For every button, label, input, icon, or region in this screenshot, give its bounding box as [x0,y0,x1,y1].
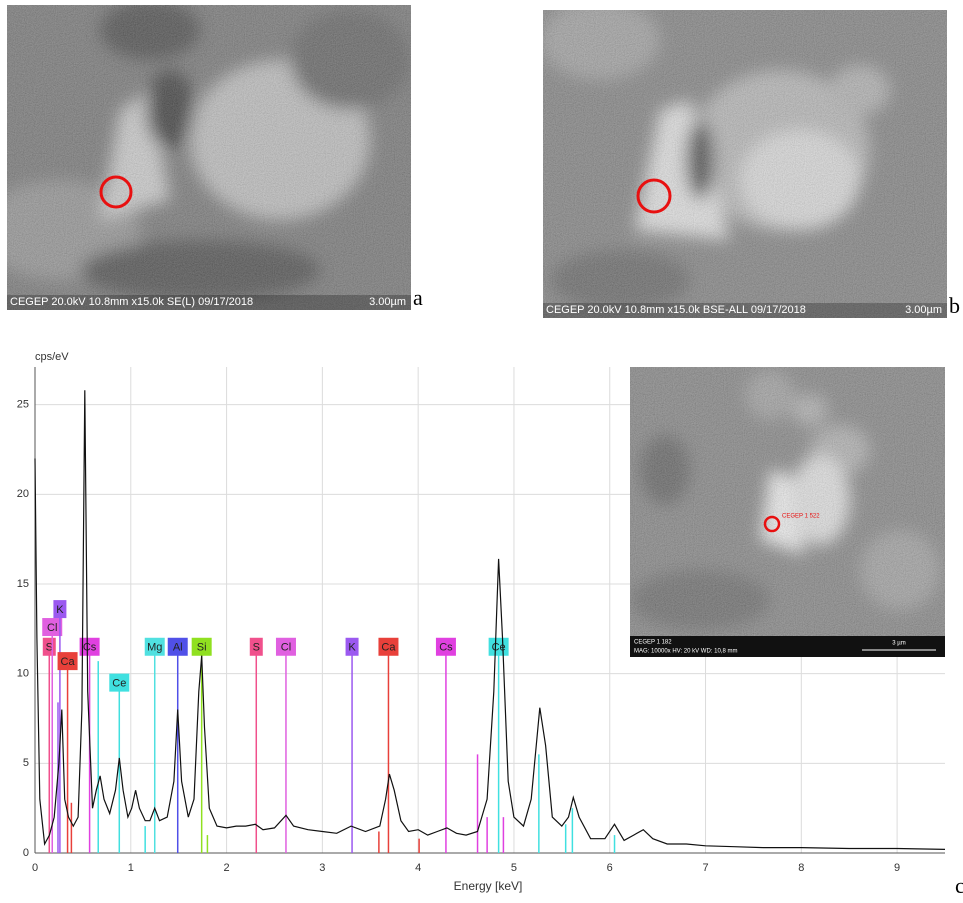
element-label-box [167,637,188,656]
scale-label: 3.00µm [905,304,942,316]
x-tick-label: 8 [798,862,804,874]
x-tick-label: 5 [511,862,517,874]
element-label-box [53,600,67,619]
element-label-box [42,618,63,637]
x-tick-label: 1 [128,862,134,874]
element-label-box [57,652,78,671]
element-label-box [435,637,456,656]
element-label: K [56,604,64,616]
y-tick-label: 5 [23,757,29,769]
inset-info: MAG: 10000x HV: 20 kV WD: 10,8 mm [634,649,737,655]
caption: CEGEP 20.0kV 10.8mm x15.0k BSE-ALL 09/17… [546,304,806,316]
x-tick-label: 7 [702,862,708,874]
inset-scale: 3 µm [892,641,905,647]
y-tick-label: 10 [17,668,29,680]
panel-label: a [413,285,423,310]
element-label: S [46,642,53,654]
element-label-box [109,673,130,692]
spectrum [34,390,946,850]
sem-image-b [543,10,947,318]
element-label: Ca [61,656,76,668]
element-label-box [191,637,212,656]
panel-label: c [955,873,963,898]
element-label: Al [173,642,183,654]
element-label-box [144,637,165,656]
y-axis-label: cps/eV [35,351,69,363]
inset-image [630,367,945,657]
x-tick-label: 4 [415,862,421,874]
element-label: K [348,642,356,654]
caption: CEGEP 20.0kV 10.8mm x15.0k SE(L) 09/17/2… [10,296,253,308]
element-label-box [249,637,263,656]
element-label: Mg [147,642,162,654]
element-label: Cl [281,642,291,654]
x-tick-label: 9 [894,862,900,874]
element-label: S [253,642,260,654]
element-label-box [378,637,399,656]
x-tick-label: 3 [319,862,325,874]
spectrum-line [34,390,946,850]
panel-label: b [949,293,960,318]
y-tick-label: 15 [17,578,29,590]
y-tick-label: 0 [23,847,29,859]
element-label: Si [197,642,207,654]
element-label: Ca [381,642,396,654]
x-tick-label: 6 [607,862,613,874]
element-label: Cs [83,642,97,654]
sem-image-a [7,5,411,310]
element-label-box [79,637,100,656]
y-tick-label: 20 [17,488,29,500]
element-label: Cs [439,642,453,654]
inset-marker: CEGEP 1 522 [782,514,820,520]
element-label: Cl [47,622,57,634]
x-axis-label: Energy [keV] [454,879,523,893]
x-tick-label: 2 [224,862,230,874]
y-tick-label: 25 [17,399,29,411]
element-label-box [345,637,359,656]
inset-caption: CEGEP 1 182 [634,640,672,646]
element-label: Ce [112,678,126,690]
scale-label: 3.00µm [369,296,406,308]
element-label-box [275,637,296,656]
x-tick-label: 0 [32,862,38,874]
